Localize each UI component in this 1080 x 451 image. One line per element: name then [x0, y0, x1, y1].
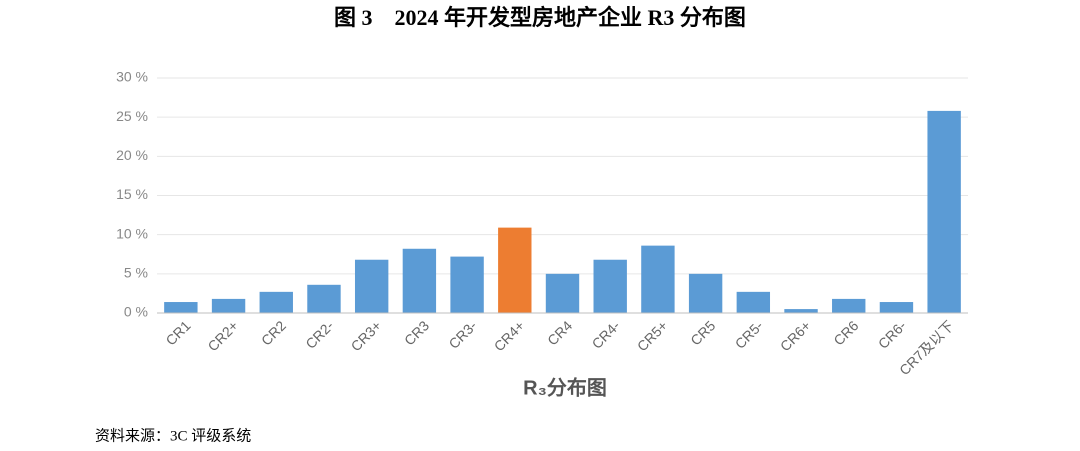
x-tick-label: CR4+ — [491, 317, 528, 354]
bar — [832, 298, 866, 313]
x-tick-label: CR4 — [544, 317, 575, 348]
x-tick-label: CR2+ — [204, 317, 241, 354]
x-tick-label: CR3 — [401, 317, 432, 348]
bar — [688, 273, 723, 313]
x-tick-label: CR4- — [589, 317, 624, 352]
y-tick-label: 5 % — [124, 265, 148, 281]
x-tick-label: CR6+ — [777, 317, 814, 354]
y-tick-label: 20 % — [116, 147, 148, 163]
y-tick-label: 10 % — [116, 225, 148, 241]
chart-title: 图 3 2024 年开发型房地产企业 R3 分布图 — [334, 5, 746, 30]
x-tick-label: CR6 — [830, 317, 861, 348]
bar — [402, 248, 437, 313]
x-tick-label: CR5- — [732, 317, 767, 352]
bar — [164, 302, 198, 313]
bar — [593, 259, 627, 313]
y-tick-label: 25 % — [116, 108, 148, 124]
x-tick-label: CR2 — [258, 317, 289, 348]
bar — [784, 309, 818, 313]
bar — [498, 227, 532, 313]
x-tick-label: CR2- — [302, 317, 337, 352]
x-tick-label: CR3+ — [348, 317, 385, 354]
bar — [927, 110, 961, 314]
bar — [211, 298, 246, 313]
bar — [879, 302, 914, 313]
bar — [354, 259, 389, 313]
y-tick-label: 30 % — [116, 69, 148, 85]
x-tick-label: CR5 — [687, 317, 718, 348]
y-tick-label: 15 % — [116, 186, 148, 202]
bar — [307, 284, 341, 313]
x-tick-label: CR3- — [445, 317, 480, 352]
bar — [736, 291, 771, 313]
x-tick-label: CR6- — [875, 317, 910, 352]
x-tick-label: CR1 — [162, 317, 193, 348]
bar — [259, 291, 293, 313]
source-note: 资料来源：3C 评级系统 — [95, 427, 251, 444]
x-tick-label: CR5+ — [634, 317, 671, 354]
bar — [641, 245, 675, 313]
x-axis-label: R₃分布图 — [523, 375, 607, 399]
bar — [450, 256, 484, 313]
bar — [545, 273, 580, 313]
y-tick-label: 0 % — [124, 304, 148, 320]
